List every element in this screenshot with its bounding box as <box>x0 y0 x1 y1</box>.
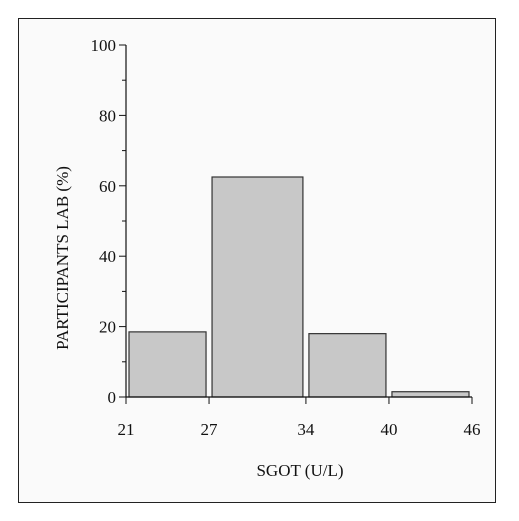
bar-34-40 <box>308 333 387 398</box>
y-axis-title: PARTICIPANTS LAB (%) <box>53 166 72 350</box>
x-tick-label: 40 <box>380 420 397 439</box>
x-tick-label: 46 <box>464 420 481 439</box>
x-tick-label: 34 <box>297 420 315 439</box>
bars-group <box>128 176 470 398</box>
y-tick-label: 80 <box>99 106 116 125</box>
axes-group: 0 20 40 60 80 100 21 27 34 40 46 <box>91 36 481 439</box>
bar-21-27 <box>128 331 207 398</box>
x-axis-title: SGOT (U/L) <box>256 461 343 480</box>
bar-27-34 <box>211 176 304 398</box>
y-tick-label: 100 <box>91 36 117 55</box>
y-tick-label: 60 <box>99 177 116 196</box>
y-tick-label: 20 <box>99 318 116 337</box>
bar-40-46 <box>391 391 470 398</box>
x-tick-label: 27 <box>201 420 219 439</box>
y-tick-label: 0 <box>108 388 117 407</box>
x-tick-label: 21 <box>118 420 135 439</box>
y-tick-label: 40 <box>99 247 116 266</box>
